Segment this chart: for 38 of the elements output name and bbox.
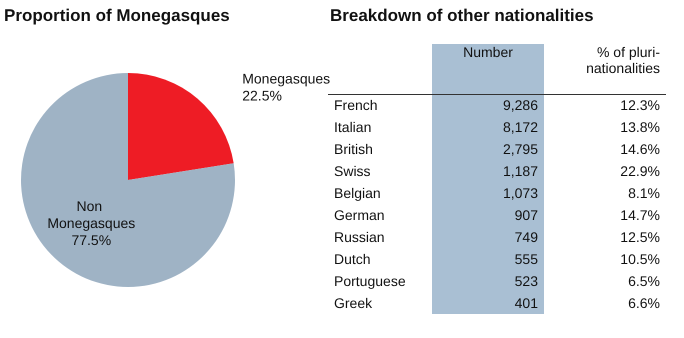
category-label: French xyxy=(333,96,379,116)
data-label: 1,187 xyxy=(432,160,544,182)
category-label: Italian xyxy=(333,118,372,137)
category-label: Greek xyxy=(333,294,374,313)
category-label: Swiss xyxy=(333,162,372,181)
data-label: 22.5% xyxy=(242,88,282,104)
data-label: 1,073 xyxy=(432,182,544,204)
data-label: 12.5% xyxy=(619,228,661,247)
category-label: Russian xyxy=(333,228,386,247)
data-label: 555 xyxy=(432,248,544,270)
text: Number xyxy=(432,44,544,94)
data-label: 523 xyxy=(432,270,544,292)
data-label: 907 xyxy=(432,204,544,226)
data-label: 13.8% xyxy=(619,118,661,137)
data-label: 6.6% xyxy=(627,294,661,313)
data-label: 14.6% xyxy=(619,140,661,159)
category-label: German xyxy=(333,206,386,225)
data-label: 401 xyxy=(432,292,544,314)
category-label: Dutch xyxy=(333,250,372,269)
category-label: Portuguese xyxy=(333,272,407,291)
data-label: 77.5% xyxy=(71,232,112,248)
data-label: 749 xyxy=(432,226,544,248)
data-label: 2,795 xyxy=(432,138,544,160)
chart-title: Proportion of Monegasques xyxy=(4,6,230,26)
data-label: 8,172 xyxy=(432,116,544,138)
data-label: 8.1% xyxy=(627,184,661,203)
category-label: British xyxy=(333,140,374,159)
text: Breakdown of other nationalities xyxy=(330,6,594,26)
data-label: 9,286 xyxy=(432,94,544,116)
data-label: 6.5% xyxy=(627,272,661,291)
data-label: 14.7% xyxy=(619,206,661,225)
text: % of pluri-nationalities xyxy=(544,44,666,94)
data-label: 12.3% xyxy=(619,96,661,116)
slice-label: Monegasques xyxy=(242,70,330,87)
slice-label: Non Monegasques xyxy=(47,198,136,231)
category-label: Belgian xyxy=(333,184,382,203)
data-label: 22.9% xyxy=(619,162,661,181)
data-label: 10.5% xyxy=(619,250,661,269)
